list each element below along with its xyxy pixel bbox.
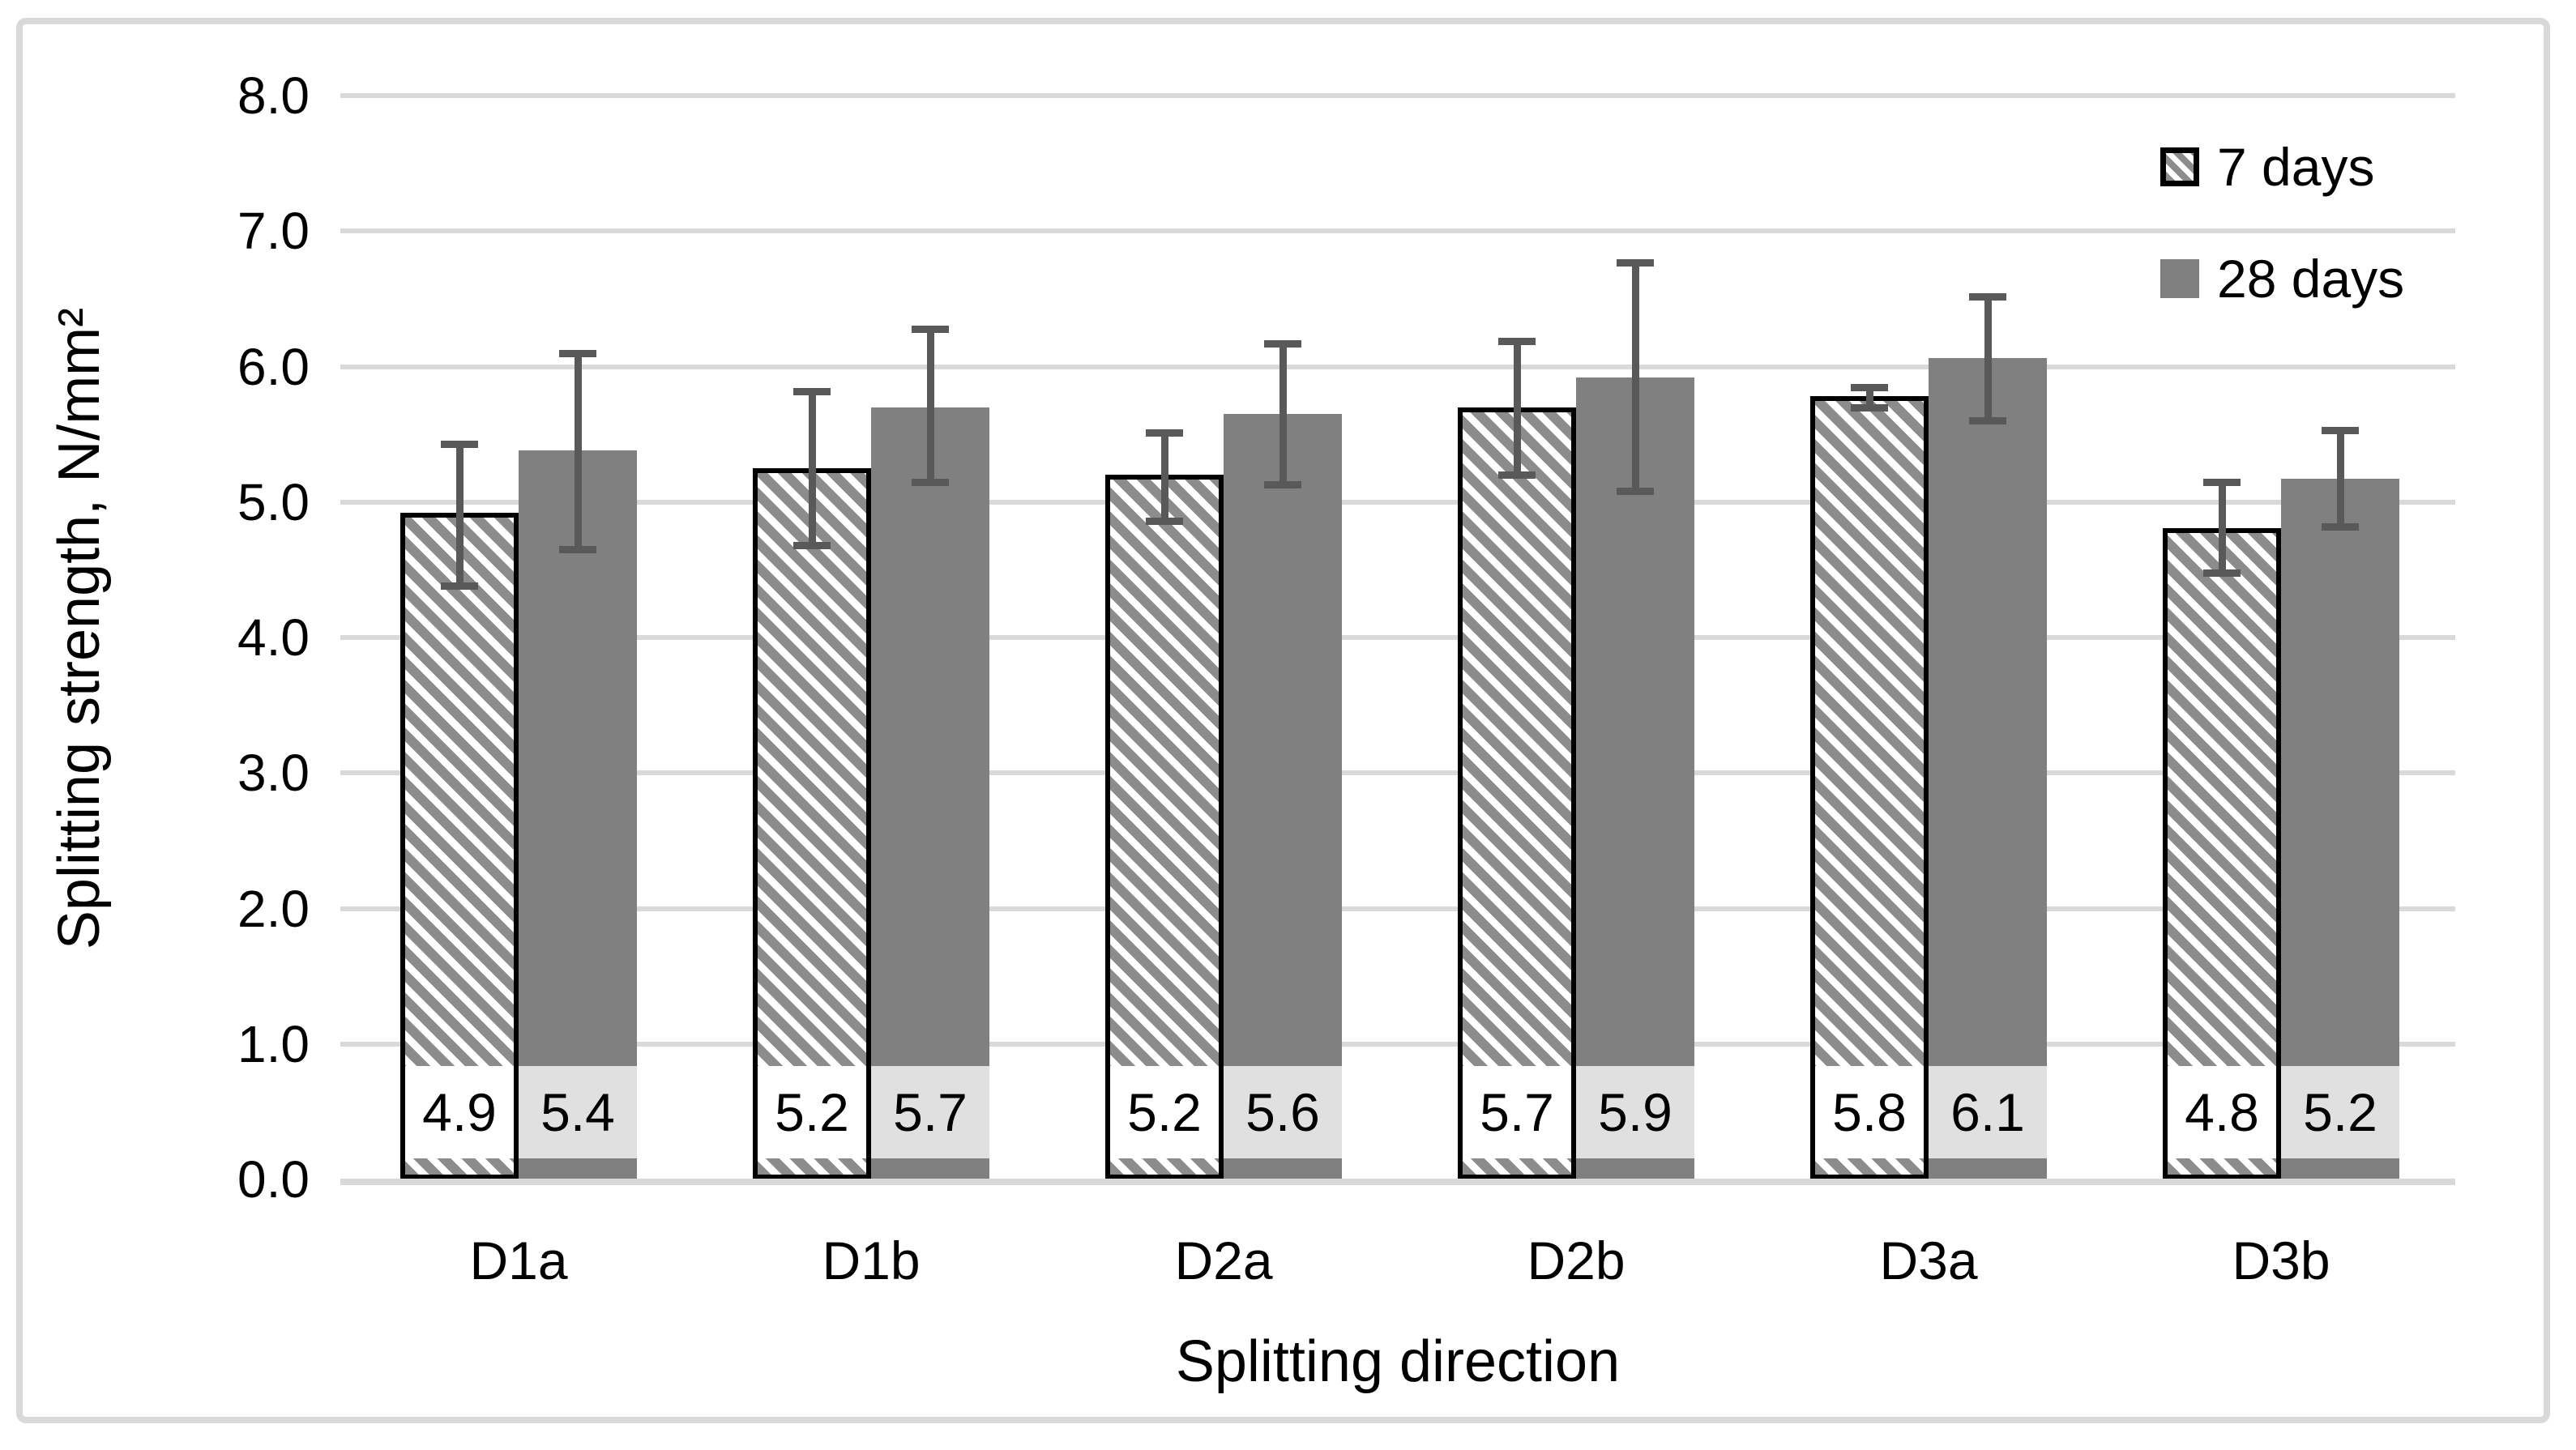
- error-bar-line-28-days-D3b: [2337, 430, 2344, 527]
- y-tick-label-5.0: 5.0: [237, 472, 310, 531]
- chart-frame-border: [16, 18, 2550, 1423]
- y-tick-label-8.0: 8.0: [237, 66, 310, 125]
- error-bar-cap-top-28-days-D3a: [1969, 292, 2006, 301]
- gridline-8: [340, 93, 2455, 98]
- bar-7-days-D2a: [1105, 475, 1224, 1179]
- error-bar-line-7-days-D3a: [1866, 386, 1873, 407]
- data-label-28-days-D2a: 5.6: [1224, 1066, 1342, 1158]
- error-bar-cap-top-7-days-D2a: [1146, 429, 1183, 437]
- error-bar-line-7-days-D2b: [1514, 340, 1521, 476]
- legend-item-7-days: 7 days: [2160, 137, 2375, 197]
- error-bar-line-28-days-D2a: [1279, 343, 1287, 484]
- y-tick-label-7.0: 7.0: [237, 202, 310, 261]
- bar-28-days-D3b: [2281, 479, 2399, 1179]
- data-label-7-days-D2a: 5.2: [1110, 1066, 1219, 1158]
- error-bar-cap-bottom-7-days-D3b: [2203, 569, 2241, 577]
- error-bar-cap-top-7-days-D1a: [441, 440, 478, 448]
- error-bar-cap-top-7-days-D3a: [1851, 383, 1888, 391]
- y-tick-label-1.0: 1.0: [237, 1014, 310, 1073]
- gridline-7: [340, 228, 2455, 234]
- legend-label-7-days: 7 days: [2217, 137, 2375, 197]
- data-label-28-days-D1b: 5.7: [871, 1066, 989, 1158]
- error-bar-cap-top-28-days-D1b: [912, 325, 949, 333]
- x-category-label-D2b: D2b: [1527, 1230, 1625, 1290]
- data-label-7-days-D3b: 4.8: [2168, 1066, 2276, 1158]
- error-bar-line-7-days-D3b: [2219, 481, 2226, 573]
- data-label-28-days-D3b: 5.2: [2281, 1066, 2399, 1158]
- y-tick-label-4.0: 4.0: [237, 608, 310, 667]
- bar-28-days-D1b: [871, 407, 989, 1179]
- y-axis-title: Splitting strength, N/mm²: [47, 307, 112, 950]
- error-bar-cap-top-7-days-D1b: [793, 387, 831, 395]
- error-bar-cap-bottom-28-days-D1a: [559, 546, 596, 554]
- gridline-5: [340, 499, 2455, 505]
- bar-28-days-D2a: [1224, 414, 1342, 1179]
- x-category-label-D3b: D3b: [2232, 1230, 2330, 1290]
- x-category-label-D1b: D1b: [822, 1230, 921, 1290]
- error-bar-line-7-days-D2a: [1161, 433, 1168, 522]
- error-bar-cap-bottom-28-days-D3a: [1969, 417, 2006, 425]
- data-label-28-days-D1a: 5.4: [519, 1066, 637, 1158]
- x-category-label-D2a: D2a: [1174, 1230, 1273, 1290]
- bar-28-days-D3a: [1929, 358, 2047, 1179]
- error-bar-cap-bottom-7-days-D3a: [1851, 403, 1888, 412]
- error-bar-cap-bottom-7-days-D1b: [793, 542, 831, 550]
- error-bar-cap-bottom-28-days-D3b: [2322, 522, 2359, 531]
- data-label-28-days-D3a: 6.1: [1929, 1066, 2047, 1158]
- data-label-7-days-D2b: 5.7: [1463, 1066, 1571, 1158]
- legend-label-28-days: 28 days: [2217, 249, 2405, 309]
- data-label-28-days-D2b: 5.9: [1576, 1066, 1694, 1158]
- gridline-1: [340, 1041, 2455, 1047]
- x-axis-line: [340, 1179, 2455, 1185]
- legend-item-28-days: 28 days: [2160, 249, 2405, 309]
- error-bar-cap-bottom-28-days-D1b: [912, 478, 949, 486]
- error-bar-cap-top-7-days-D3b: [2203, 478, 2241, 486]
- y-tick-label-6.0: 6.0: [237, 337, 310, 396]
- bar-7-days-D1b: [753, 467, 871, 1179]
- bar-28-days-D1a: [519, 450, 637, 1179]
- legend-swatch-solid-icon: [2160, 259, 2199, 298]
- error-bar-cap-bottom-7-days-D2b: [1498, 471, 1536, 480]
- x-category-label-D1a: D1a: [469, 1230, 568, 1290]
- error-bar-line-28-days-D3a: [1984, 296, 1992, 421]
- error-bar-cap-bottom-7-days-D1a: [441, 582, 478, 591]
- gridline-6: [340, 364, 2455, 369]
- x-axis-title: Splitting direction: [1175, 1329, 1621, 1394]
- gridline-3: [340, 770, 2455, 776]
- error-bar-cap-bottom-7-days-D2a: [1146, 518, 1183, 526]
- error-bar-cap-top-28-days-D3b: [2322, 427, 2359, 435]
- data-label-7-days-D1a: 4.9: [405, 1066, 514, 1158]
- error-bar-cap-top-28-days-D1a: [559, 349, 596, 357]
- gridline-2: [340, 906, 2455, 911]
- data-label-7-days-D3a: 5.8: [1815, 1066, 1924, 1158]
- error-bar-line-7-days-D1b: [809, 390, 816, 546]
- gridline-4: [340, 635, 2455, 640]
- error-bar-cap-top-28-days-D2b: [1617, 258, 1654, 267]
- error-bar-cap-bottom-28-days-D2a: [1264, 481, 1301, 488]
- bar-28-days-D2b: [1576, 377, 1694, 1179]
- error-bar-line-7-days-D1a: [456, 443, 464, 586]
- y-tick-label-2.0: 2.0: [237, 879, 310, 938]
- y-tick-label-0.0: 0.0: [237, 1150, 310, 1209]
- bar-7-days-D3a: [1810, 396, 1929, 1179]
- error-bar-line-28-days-D2b: [1632, 262, 1639, 492]
- error-bar-cap-top-7-days-D2b: [1498, 337, 1536, 345]
- error-bar-cap-bottom-28-days-D2b: [1617, 488, 1654, 496]
- error-bar-line-28-days-D1b: [927, 328, 934, 482]
- bar-7-days-D2b: [1458, 407, 1576, 1179]
- x-category-label-D3a: D3a: [1879, 1230, 1978, 1290]
- error-bar-line-28-days-D1a: [575, 352, 582, 550]
- y-tick-label-3.0: 3.0: [237, 744, 310, 803]
- error-bar-cap-top-28-days-D2a: [1264, 340, 1301, 348]
- legend-swatch-hatched-icon: [2160, 147, 2199, 186]
- data-label-7-days-D1b: 5.2: [758, 1066, 866, 1158]
